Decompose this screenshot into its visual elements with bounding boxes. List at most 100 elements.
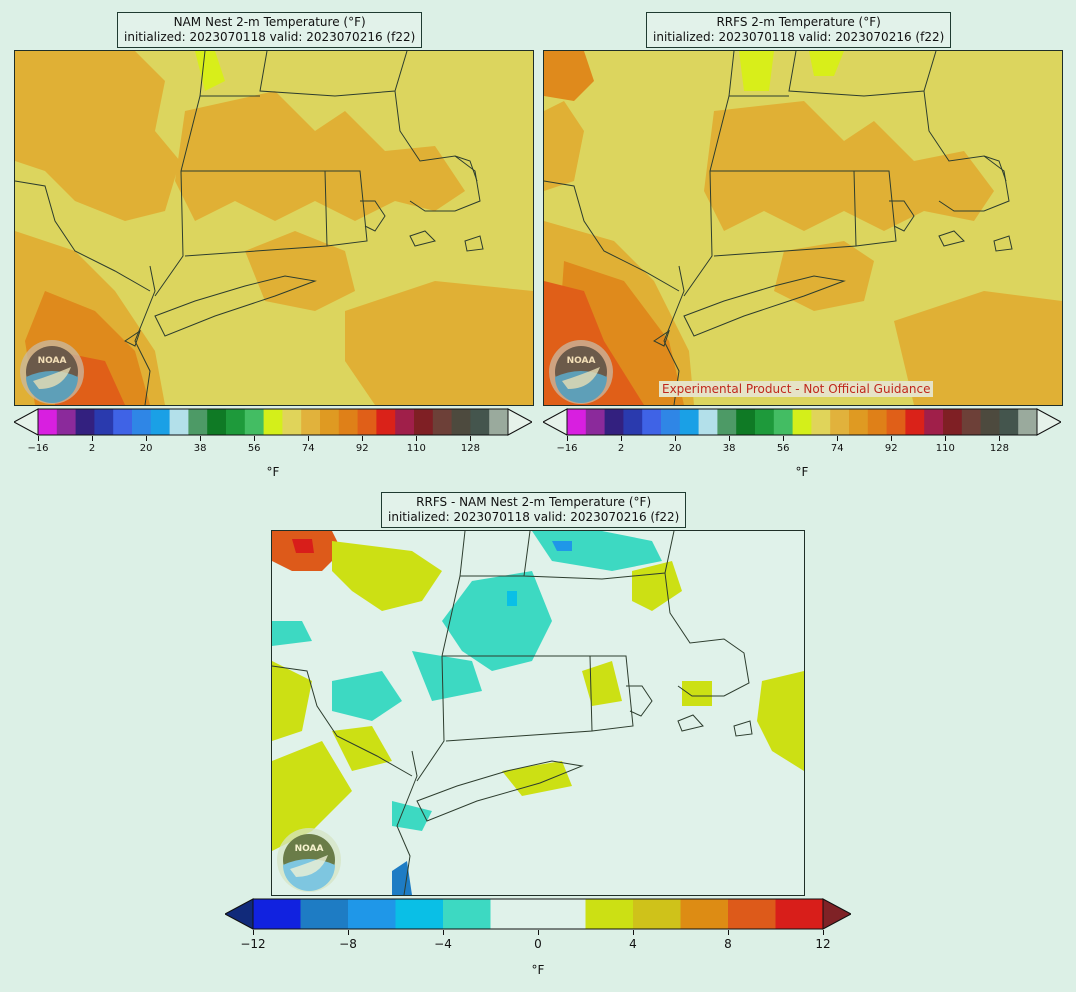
colorbar-segment	[728, 899, 776, 929]
colorbar-tick-mark	[945, 436, 947, 441]
colorbar-segment	[169, 409, 189, 435]
colorbar-segment	[490, 899, 539, 929]
colorbar-tick-label: 0	[534, 937, 542, 951]
colorbar-segment	[348, 899, 396, 929]
colorbar-segment	[849, 409, 869, 435]
colorbar-segment	[320, 409, 340, 435]
colorbar-segment	[432, 409, 453, 435]
rrfs-colorbar-svg	[541, 408, 1063, 436]
nam-map-svg	[15, 51, 533, 405]
nam-panel-title: NAM Nest 2-m Temperature (°F) initialize…	[117, 12, 423, 48]
colorbar-tick-mark	[999, 436, 1001, 441]
colorbar-frame	[252, 898, 824, 930]
colorbar-tick-label: 74	[301, 443, 315, 454]
colorbar-segment	[395, 409, 415, 435]
colorbar-tick-label: 20	[139, 443, 153, 454]
colorbar-tick-mark	[416, 436, 418, 441]
colorbar-segment	[775, 899, 824, 929]
colorbar-segment	[414, 409, 434, 435]
colorbar-segment	[886, 409, 906, 435]
colorbar-tick-label: −16	[27, 443, 49, 454]
colorbar-tick-label: 128	[989, 443, 1009, 454]
colorbar-tick-mark	[146, 436, 148, 441]
colorbar-tick-mark	[621, 436, 623, 441]
colorbar-tick-mark	[254, 436, 256, 441]
experimental-disclaimer: Experimental Product - Not Official Guid…	[659, 381, 934, 397]
colorbar-segment	[698, 409, 718, 435]
nam-temperature-colorbar	[12, 408, 534, 436]
colorbar-segment	[56, 409, 77, 435]
nam-colorbar-svg	[12, 408, 534, 436]
rrfs-panel-title: RRFS 2-m Temperature (°F) initialized: 2…	[646, 12, 952, 48]
colorbar-frame	[37, 408, 509, 436]
rrfs-title-line1: RRFS 2-m Temperature (°F)	[716, 15, 881, 29]
diff-colorbar	[223, 898, 853, 930]
colorbar-segment	[585, 899, 634, 929]
diff-map-svg	[272, 531, 804, 895]
colorbar-segment	[755, 409, 775, 435]
nam-colorbar-unit: °F	[266, 465, 280, 479]
colorbar-tick-label: 4	[629, 937, 637, 951]
colorbar-segment	[1018, 409, 1038, 435]
rrfs-temperature-map: NOAA Experimental Product - Not Official…	[543, 50, 1063, 406]
colorbar-tick-label: −16	[556, 443, 578, 454]
colorbar-tick-mark	[38, 436, 39, 441]
colorbar-segment	[226, 409, 246, 435]
colorbar-segment	[451, 409, 471, 435]
colorbar-segment	[585, 409, 606, 435]
colorbar-tick-mark	[443, 930, 444, 935]
colorbar-under-arrow	[12, 408, 39, 436]
colorbar-tick-mark	[92, 436, 94, 441]
colorbar-segment	[538, 899, 586, 929]
colorbar-tick-mark	[200, 436, 202, 441]
colorbar-segment	[300, 899, 349, 929]
colorbar-tick-mark	[783, 436, 785, 441]
colorbar-tick-mark	[470, 436, 472, 441]
colorbar-segment	[376, 409, 396, 435]
colorbar-tick-label: 12	[815, 937, 831, 951]
rrfs-map-svg	[544, 51, 1062, 405]
colorbar-tick-label: 38	[193, 443, 207, 454]
colorbar-tick-label: −12	[240, 937, 266, 951]
colorbar-tick-label: 128	[460, 443, 480, 454]
diff-colorbar-unit: °F	[531, 963, 545, 977]
colorbar-segment	[338, 409, 359, 435]
colorbar-segment	[999, 409, 1019, 435]
colorbar-segment	[443, 899, 491, 929]
colorbar-under-arrow	[223, 898, 254, 930]
nam-title-line2: initialized: 2023070118 valid: 202307021…	[124, 30, 416, 44]
colorbar-under-arrow	[541, 408, 568, 436]
colorbar-tick-label: 2	[617, 443, 625, 454]
colorbar-tick-mark	[633, 930, 634, 935]
colorbar-tick-label: 74	[830, 443, 844, 454]
colorbar-tick-label: 8	[724, 937, 732, 951]
noaa-logo-icon: NOAA	[548, 339, 614, 405]
colorbar-over-arrow	[1036, 408, 1063, 436]
rrfs-title-line2: initialized: 2023070118 valid: 202307021…	[653, 30, 945, 44]
colorbar-tick-mark	[253, 930, 254, 935]
colorbar-segment	[470, 409, 490, 435]
colorbar-segment	[38, 409, 58, 435]
colorbar-tick-mark	[308, 436, 310, 441]
diff-title-line1: RRFS - NAM Nest 2-m Temperature (°F)	[416, 495, 652, 509]
colorbar-segment	[604, 409, 624, 435]
colorbar-over-arrow	[507, 408, 534, 436]
colorbar-segment	[567, 409, 587, 435]
colorbar-segment	[282, 409, 302, 435]
colorbar-tick-mark	[823, 930, 824, 935]
colorbar-tick-label: 110	[406, 443, 426, 454]
colorbar-segment	[773, 409, 794, 435]
colorbar-segment	[150, 409, 171, 435]
nam-temperature-map: NOAA	[14, 50, 534, 406]
colorbar-segment	[943, 409, 963, 435]
colorbar-tick-label: 56	[776, 443, 790, 454]
colorbar-segment	[679, 409, 700, 435]
colorbar-segment	[301, 409, 321, 435]
colorbar-segment	[830, 409, 850, 435]
colorbar-tick-mark	[729, 436, 731, 441]
diff-panel-title: RRFS - NAM Nest 2-m Temperature (°F) ini…	[381, 492, 687, 528]
colorbar-segment	[924, 409, 944, 435]
svg-text:NOAA: NOAA	[567, 356, 596, 366]
colorbar-segment	[188, 409, 208, 435]
colorbar-segment	[633, 899, 681, 929]
